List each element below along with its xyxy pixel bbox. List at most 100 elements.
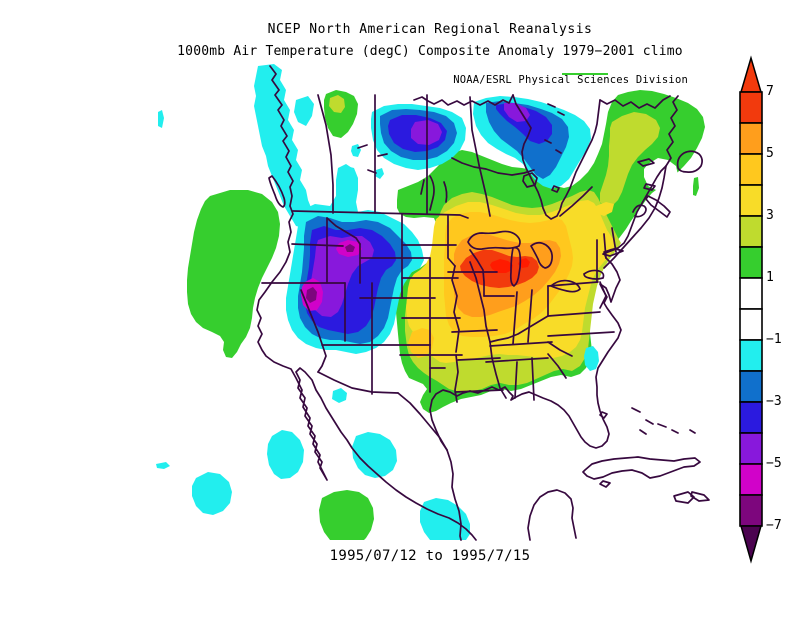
map-outlines xyxy=(256,65,710,541)
colorbar-segment xyxy=(739,339,763,372)
colorbar-segment xyxy=(739,122,763,155)
border-mn-wi xyxy=(469,249,485,297)
border-mo-ar xyxy=(457,357,501,361)
contour-bc-yellowgreen-core xyxy=(329,95,345,113)
lake-michigan xyxy=(509,246,522,287)
colorbar-segment xyxy=(739,308,763,341)
contour-pacific-green xyxy=(187,190,280,358)
ontario-rivers xyxy=(451,157,535,176)
contour-cyan-spot-2 xyxy=(375,168,384,179)
border-pa-south xyxy=(547,311,601,317)
contour-cyan-pacific-sw xyxy=(192,472,232,515)
jamaica xyxy=(673,491,695,504)
colorbar-segment xyxy=(739,246,763,279)
anomaly-fill-regions xyxy=(156,64,705,540)
anticosti-island xyxy=(637,158,655,167)
plot-title-line2: 1000mb Air Temperature (degC) Composite … xyxy=(177,44,683,59)
coastline-pacific xyxy=(256,65,477,541)
border-ky-tn xyxy=(489,341,553,347)
lake-ontario xyxy=(583,269,605,280)
lake-superior xyxy=(467,230,521,250)
contour-cyan-carolina-coast xyxy=(584,346,599,371)
border-bc-ab xyxy=(317,94,334,214)
contour-warm-gold-southwest xyxy=(408,328,434,358)
ohio-river xyxy=(489,315,549,343)
colorbar-tick-label: 3 xyxy=(766,208,774,223)
border-us-mexico-west xyxy=(317,371,399,394)
border-mn-west xyxy=(447,214,456,267)
border-in-oh xyxy=(527,289,533,343)
colorbar-segment xyxy=(739,153,763,186)
colorbar-tick-label: −7 xyxy=(766,518,782,533)
green-underline-artifact xyxy=(562,73,608,75)
coastline-nova-scotia xyxy=(645,195,671,218)
coastline-vancouver-island xyxy=(268,175,286,208)
border-tx-ok-la xyxy=(454,354,459,403)
border-ms-al xyxy=(514,361,518,399)
colorbar-tick-label: −1 xyxy=(766,332,782,347)
colorbar-segment xyxy=(739,432,763,465)
contour-warm-red-core xyxy=(490,259,513,273)
mississippi-river xyxy=(469,261,507,399)
colorbar-tick-label: −5 xyxy=(766,456,782,471)
colorbar-segment xyxy=(739,277,763,310)
contour-green-south-mexico xyxy=(319,490,374,540)
border-nj xyxy=(599,281,607,309)
border-on-qc xyxy=(559,186,593,217)
hudson-bay-islands xyxy=(544,103,565,193)
coastline-newfoundland xyxy=(676,150,703,173)
isla-juventud xyxy=(599,480,611,488)
colorbar-arrow-bottom xyxy=(740,525,762,564)
coastline-labrador xyxy=(665,95,679,167)
contour-basin-violet xyxy=(310,236,374,317)
colorbar-tick-label: 1 xyxy=(766,270,774,285)
colorbar-segment xyxy=(739,215,763,248)
colorbar-segment xyxy=(739,370,763,403)
border-ar-la xyxy=(454,389,504,393)
colorbar-segment xyxy=(739,463,763,496)
border-rio-grande xyxy=(397,392,448,451)
florida-lake xyxy=(599,411,608,419)
border-mb-on xyxy=(469,96,491,217)
border-pa-ny xyxy=(547,281,599,287)
lake-nipigon xyxy=(522,172,538,188)
contour-basin-dark-nevada xyxy=(306,287,317,303)
contour-cyan-baja-west xyxy=(267,430,304,479)
contour-quebec-yellowgreen xyxy=(600,112,660,208)
bahamas-islands xyxy=(631,407,696,435)
colorbar-tick-label: −3 xyxy=(766,394,782,409)
cape-cod xyxy=(632,204,647,218)
lake-huron xyxy=(530,241,553,269)
border-ga-sc xyxy=(547,353,567,379)
border-va-nc xyxy=(547,331,615,337)
contour-cyan-tehuantepec xyxy=(420,498,470,540)
contour-quebec-yellow xyxy=(596,202,614,216)
coastline-yucatan xyxy=(527,489,577,541)
lake-winnipeg-group xyxy=(420,175,448,211)
border-us-canada xyxy=(292,210,469,219)
long-island xyxy=(602,248,624,257)
coastline-cuba xyxy=(582,456,701,480)
colorbar-segment xyxy=(739,91,763,124)
border-tn-south xyxy=(485,357,549,363)
contour-cyan-patch-bc xyxy=(294,96,314,126)
colorbar-segment xyxy=(739,184,763,217)
coastline-gulf-atlantic xyxy=(429,165,667,451)
contour-cyan-spot-1 xyxy=(351,144,361,157)
contour-cyan-gulf-california xyxy=(332,388,347,403)
date-range-caption: 1995/07/12 to 1995/7/15 xyxy=(329,548,531,564)
gulf-stlawrence-white-notch xyxy=(644,158,678,190)
contour-cyan-left-edge xyxy=(158,110,164,128)
coastline-mexico-gulf xyxy=(446,449,462,541)
border-wa-or xyxy=(291,243,344,247)
border-new-england xyxy=(603,227,617,259)
prince-edward-island xyxy=(643,183,656,191)
contour-basin-dark-idaho xyxy=(345,244,355,252)
coastline-arctic xyxy=(413,94,514,106)
coastline-quebec-north xyxy=(599,95,671,109)
colorbar-segment xyxy=(739,401,763,434)
contour-cyan-dash-sw xyxy=(156,462,170,469)
border-ia-mo xyxy=(451,329,498,333)
